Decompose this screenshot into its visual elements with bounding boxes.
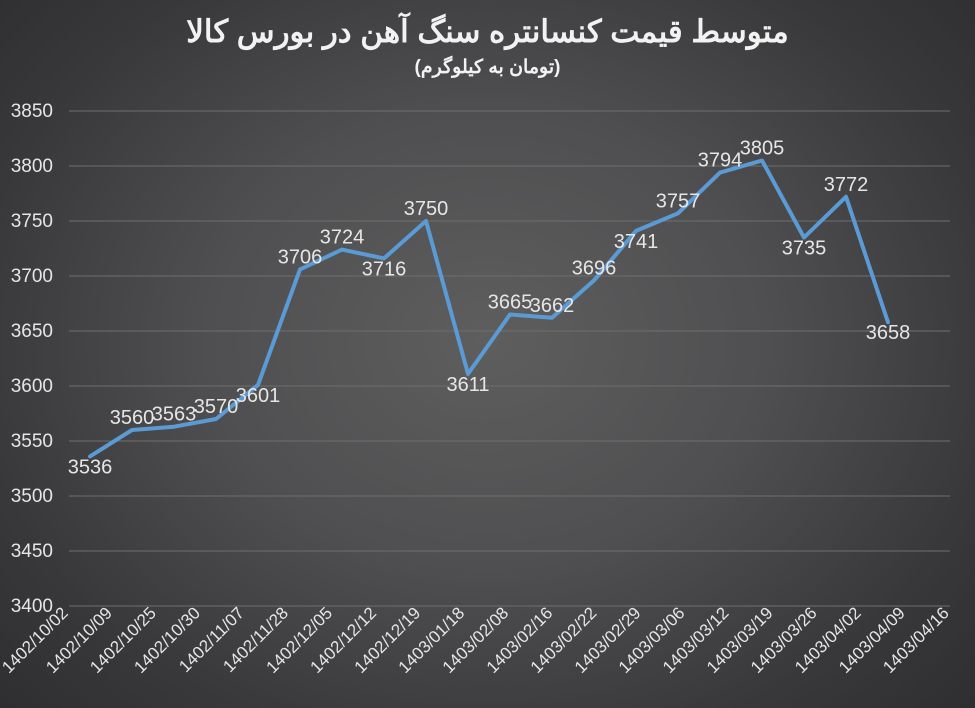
svg-text:3772: 3772: [824, 174, 869, 196]
svg-text:3700: 3700: [11, 266, 53, 287]
svg-text:3724: 3724: [320, 227, 365, 249]
svg-text:3750: 3750: [11, 211, 53, 232]
svg-text:3757: 3757: [656, 190, 701, 212]
svg-text:3735: 3735: [782, 238, 827, 260]
svg-text:3563: 3563: [152, 404, 197, 426]
svg-text:3450: 3450: [11, 541, 53, 562]
svg-text:3716: 3716: [362, 258, 407, 280]
svg-text:3662: 3662: [530, 295, 575, 317]
svg-text:3696: 3696: [572, 257, 617, 279]
svg-text:3560: 3560: [110, 407, 155, 429]
svg-text:3550: 3550: [11, 431, 53, 452]
svg-text:3706: 3706: [278, 246, 323, 268]
svg-text:3794: 3794: [698, 150, 743, 172]
svg-text:3536: 3536: [68, 456, 113, 478]
svg-text:3611: 3611: [446, 374, 489, 396]
svg-text:3741: 3741: [614, 231, 659, 253]
svg-text:3500: 3500: [11, 486, 53, 507]
svg-text:3665: 3665: [488, 292, 533, 314]
svg-text:3750: 3750: [404, 198, 449, 220]
svg-text:3570: 3570: [194, 396, 239, 418]
svg-text:3658: 3658: [866, 322, 911, 344]
svg-text:3600: 3600: [11, 376, 53, 397]
svg-text:3805: 3805: [740, 138, 785, 160]
svg-text:3601: 3601: [236, 385, 281, 407]
svg-text:3800: 3800: [11, 156, 53, 177]
svg-text:3650: 3650: [11, 321, 53, 342]
svg-text:3850: 3850: [11, 101, 53, 122]
